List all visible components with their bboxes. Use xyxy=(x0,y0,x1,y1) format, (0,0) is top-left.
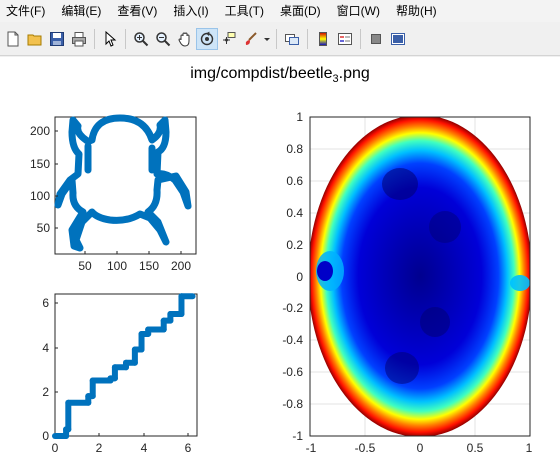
y-tick-label: 0.4 xyxy=(286,206,303,220)
menu-window[interactable]: 窗口(W) xyxy=(336,4,380,18)
menu-bar: 文件(F) 编辑(E) 查看(V) 插入(I) 工具(T) 桌面(D) 窗口(W… xyxy=(0,0,560,22)
new-figure-icon[interactable] xyxy=(3,29,23,49)
figure-toolbar xyxy=(0,22,560,56)
y-tick-label: 1 xyxy=(296,110,303,124)
heatmap-ellipse xyxy=(310,117,530,436)
figure-title: img/compdist/beetle3.png xyxy=(0,65,560,85)
x-tick-label: 1 xyxy=(526,441,533,455)
heatmap-right-notch xyxy=(510,275,530,291)
data-cursor-icon[interactable] xyxy=(219,29,239,49)
toolbar-separator xyxy=(276,28,277,49)
x-tick-label: -0.5 xyxy=(355,441,376,455)
x-tick-label: 50 xyxy=(78,259,92,273)
menu-help[interactable]: 帮助(H) xyxy=(395,4,437,18)
staircase-line xyxy=(52,293,196,439)
open-file-icon[interactable] xyxy=(25,29,45,49)
pan-icon[interactable] xyxy=(175,29,195,49)
x-tick-label: 100 xyxy=(107,259,127,273)
toolbar-separator xyxy=(307,28,308,49)
axes-ellipse-yticks: -1 -0.8 -0.6 -0.4 -0.2 0 0.2 0.4 0.6 0.8… xyxy=(282,110,303,443)
legend-icon[interactable] xyxy=(335,29,355,49)
toolbar-separator xyxy=(94,28,95,49)
axes-beetle-tickmarks xyxy=(55,130,182,254)
pointer-icon[interactable] xyxy=(100,29,120,49)
x-tick-label: 2 xyxy=(96,441,103,455)
x-tick-label: 0 xyxy=(417,441,424,455)
heatmap-dark-spot xyxy=(385,352,419,384)
brush-icon[interactable] xyxy=(241,29,261,49)
y-tick-label: 2 xyxy=(42,385,49,399)
y-tick-label: 0.8 xyxy=(286,142,303,156)
x-tick-label: 6 xyxy=(185,441,192,455)
link-plot-icon[interactable] xyxy=(282,29,302,49)
title-main: img/compdist/beetle xyxy=(190,65,333,82)
menu-view[interactable]: 查看(V) xyxy=(117,4,158,18)
y-tick-label: 4 xyxy=(42,341,49,355)
y-tick-label: 0 xyxy=(296,270,303,284)
y-tick-label: 150 xyxy=(30,157,50,171)
title-extension: .png xyxy=(338,65,370,82)
toolbar-separator xyxy=(125,28,126,49)
show-plot-tools-icon[interactable] xyxy=(388,29,408,49)
axes-beetle-yticks: 50 100 150 200 xyxy=(30,124,50,235)
y-tick-label: 0.2 xyxy=(286,238,303,252)
beetle-contour-line xyxy=(54,114,192,252)
ellipse-heatmap xyxy=(310,117,530,436)
heatmap-dark-spot xyxy=(382,168,418,200)
axes-ellipse-xticks: -1 -0.5 0 0.5 1 xyxy=(306,441,533,455)
axes-beetle-contour[interactable]: 50 100 150 200 50 100 150 200 xyxy=(30,114,197,273)
axes-staircase[interactable]: 0 2 4 6 0 2 4 6 xyxy=(42,293,198,455)
y-tick-label: 100 xyxy=(30,189,50,203)
y-tick-label: -1 xyxy=(292,429,303,443)
menu-edit[interactable]: 编辑(E) xyxy=(61,4,102,18)
save-icon[interactable] xyxy=(47,29,67,49)
x-tick-label: 4 xyxy=(141,441,148,455)
y-tick-label: -0.8 xyxy=(282,397,303,411)
heatmap-dark-spot xyxy=(420,307,450,337)
axes-staircase-xticks: 0 2 4 6 xyxy=(52,441,192,455)
y-tick-label: -0.4 xyxy=(282,333,303,347)
menu-file[interactable]: 文件(F) xyxy=(6,4,46,18)
x-tick-label: 0.5 xyxy=(467,441,484,455)
menu-tools[interactable]: 工具(T) xyxy=(224,4,264,18)
axes-ellipse-heatmap[interactable]: -1 -0.5 0 0.5 1 -1 -0.8 -0.6 -0.4 -0.2 0… xyxy=(282,110,532,455)
x-tick-label: -1 xyxy=(306,441,317,455)
rotate-3d-icon[interactable] xyxy=(196,27,218,50)
y-tick-label: 0.6 xyxy=(286,174,303,188)
x-tick-label: 0 xyxy=(52,441,59,455)
y-tick-label: -0.6 xyxy=(282,365,303,379)
y-tick-label: 50 xyxy=(37,221,51,235)
x-tick-label: 150 xyxy=(139,259,159,273)
print-icon[interactable] xyxy=(69,29,89,49)
axes-staircase-tickmarks xyxy=(55,302,189,436)
x-tick-label: 200 xyxy=(171,259,191,273)
hide-plot-tools-icon[interactable] xyxy=(366,29,386,49)
axes-staircase-yticks: 0 2 4 6 xyxy=(42,296,49,443)
toolbar-separator xyxy=(360,28,361,49)
heatmap-dark-spot xyxy=(429,211,461,243)
colorbar-icon[interactable] xyxy=(313,29,333,49)
zoom-in-icon[interactable] xyxy=(131,29,151,49)
y-tick-label: 0 xyxy=(42,429,49,443)
y-tick-label: 6 xyxy=(42,296,49,310)
zoom-out-icon[interactable] xyxy=(153,29,173,49)
y-tick-label: 200 xyxy=(30,124,50,138)
menu-desktop[interactable]: 桌面(D) xyxy=(279,4,321,18)
brush-dropdown-icon[interactable] xyxy=(263,29,271,49)
heatmap-left-core xyxy=(317,261,333,281)
menu-insert[interactable]: 插入(I) xyxy=(173,4,209,18)
axes-beetle-xticks: 50 100 150 200 xyxy=(78,259,191,273)
y-tick-label: -0.2 xyxy=(282,301,303,315)
axes-ellipse-border xyxy=(309,116,531,437)
title-subscript: 3 xyxy=(332,73,339,86)
